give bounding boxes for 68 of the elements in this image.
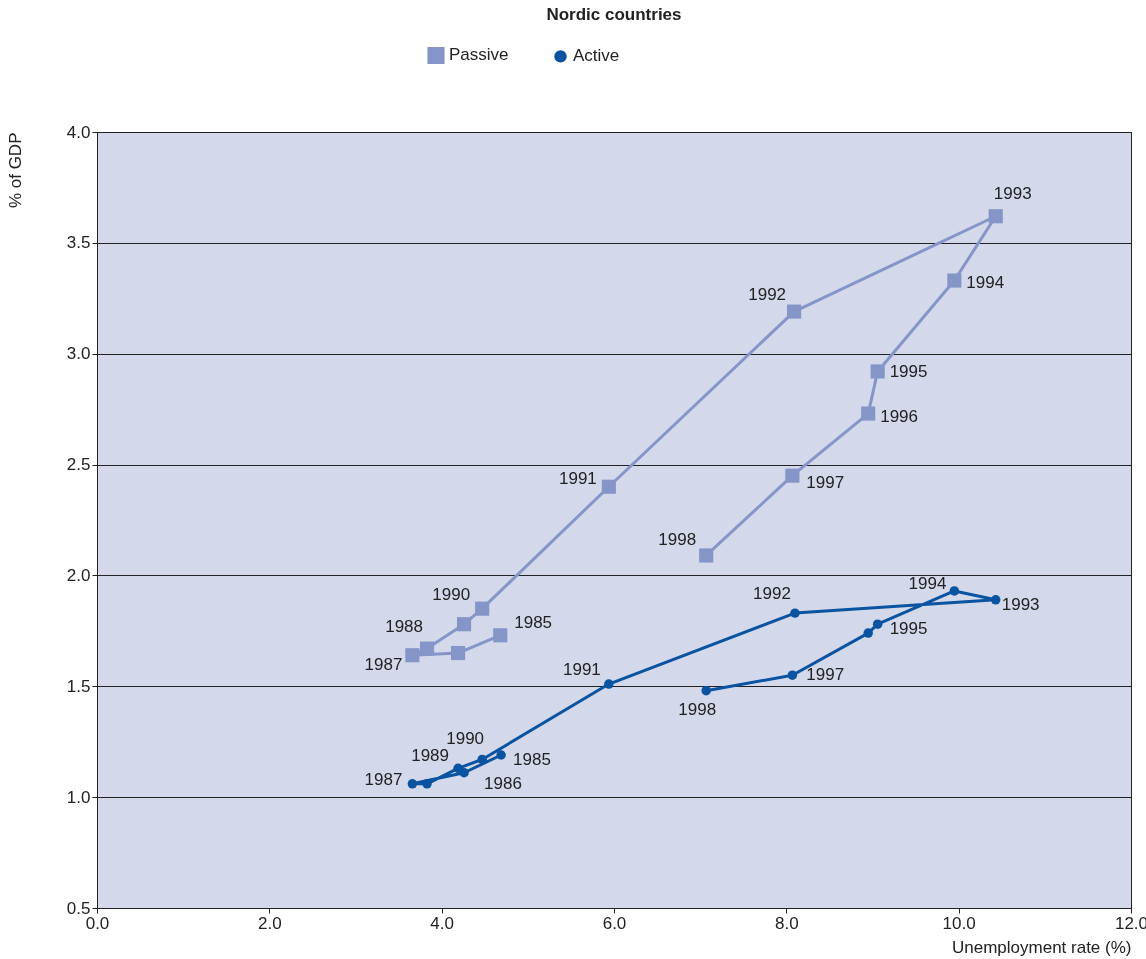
annotation: 1990: [432, 584, 471, 604]
point: [701, 685, 711, 696]
annotation: 1992: [748, 284, 787, 304]
x-tick-label: 6.0: [602, 913, 627, 933]
annotation: 1991: [559, 468, 597, 488]
point: [604, 679, 614, 689]
annotation: 1994: [908, 573, 947, 593]
point: [790, 608, 800, 618]
annotation: 1992: [753, 584, 791, 604]
point: [787, 670, 798, 680]
point: [477, 754, 487, 765]
legend-label: Active: [573, 46, 620, 66]
point: [475, 601, 490, 616]
annotation: 1997: [806, 665, 845, 685]
y-tick-label: 2.0: [66, 565, 91, 585]
y-tick-label: 3.5: [66, 233, 91, 253]
point: [863, 628, 873, 638]
y-tick-label: 1.0: [66, 787, 91, 807]
point: [785, 468, 800, 483]
annotation: 1995: [889, 619, 928, 639]
point: [947, 273, 962, 288]
x-axis-title: Unemployment rate (%): [951, 937, 1132, 957]
annotation: 1997: [806, 472, 845, 492]
point: [988, 209, 1003, 224]
annotation: 1986: [484, 773, 522, 793]
y-tick-label: 2.5: [66, 455, 91, 475]
point: [787, 304, 802, 319]
annotation: 1988: [385, 616, 424, 636]
point: [496, 750, 506, 760]
annotation: 1993: [993, 184, 1032, 204]
point: [457, 617, 472, 632]
legend-label: Passive: [449, 45, 509, 65]
y-axis-title: % of GDP: [5, 132, 25, 209]
y-tick-label: 4.0: [66, 122, 91, 142]
annotation: 1993: [1001, 594, 1040, 614]
x-tick-label: 8.0: [775, 913, 799, 933]
annotation: 1985: [513, 750, 551, 770]
x-tick-label: 2.0: [258, 913, 282, 933]
annotation: 1985: [514, 613, 553, 633]
x-tick-label: 4.0: [430, 913, 454, 933]
point: [861, 406, 876, 421]
point: [870, 364, 885, 379]
chart-title: Nordic countries: [546, 5, 682, 24]
point: [407, 779, 418, 789]
annotation: 1994: [966, 272, 1005, 292]
point: [405, 648, 420, 663]
annotation: 1991: [563, 660, 601, 680]
point: [699, 548, 714, 563]
point: [990, 595, 1001, 605]
y-tick-label: 1.5: [66, 676, 91, 696]
point: [493, 628, 508, 643]
point: [601, 479, 616, 494]
annotation: 1987: [364, 769, 403, 789]
point: [450, 645, 466, 661]
annotation: 1990: [446, 729, 485, 749]
point: [872, 619, 883, 629]
annotation: 1998: [658, 530, 697, 550]
point: [422, 779, 432, 789]
annotation: 1995: [889, 362, 928, 382]
point: [453, 763, 463, 774]
annotation: 1996: [880, 406, 919, 426]
point: [949, 586, 960, 596]
y-tick-label: 3.0: [66, 344, 91, 364]
point: [419, 641, 435, 656]
x-tick-label: 10.0: [942, 913, 976, 933]
annotation: 1989: [411, 746, 450, 766]
annotation: 1998: [678, 699, 717, 719]
annotation: 1987: [364, 655, 403, 675]
